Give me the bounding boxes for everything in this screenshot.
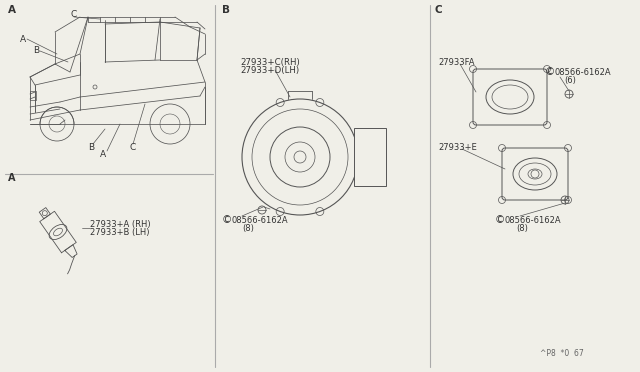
Text: (8): (8) xyxy=(516,224,528,232)
Text: B: B xyxy=(33,45,39,55)
Text: A: A xyxy=(100,150,106,158)
Text: 08566-6162A: 08566-6162A xyxy=(232,215,289,224)
Text: 27933FA: 27933FA xyxy=(438,58,474,67)
Text: ^P8  *0  67: ^P8 *0 67 xyxy=(540,350,584,359)
Text: A: A xyxy=(8,5,16,15)
Text: A: A xyxy=(20,35,26,44)
Text: B: B xyxy=(88,142,94,151)
Text: ©: © xyxy=(222,215,232,225)
Text: (8): (8) xyxy=(242,224,254,232)
Text: 08566-6162A: 08566-6162A xyxy=(555,67,612,77)
Text: 27933+C(RH): 27933+C(RH) xyxy=(240,58,300,67)
Text: ©: © xyxy=(495,215,505,225)
Text: 08566-6162A: 08566-6162A xyxy=(505,215,562,224)
Text: C: C xyxy=(435,5,443,15)
Text: B: B xyxy=(222,5,230,15)
Text: 27933+A (RH): 27933+A (RH) xyxy=(90,219,150,228)
Text: 27933+B (LH): 27933+B (LH) xyxy=(90,228,150,237)
Text: (6): (6) xyxy=(564,76,576,84)
FancyBboxPatch shape xyxy=(354,128,386,186)
Text: A: A xyxy=(8,173,15,183)
Text: ©: © xyxy=(545,67,556,77)
Text: 27933+D(LH): 27933+D(LH) xyxy=(240,65,299,74)
Text: 27933+E: 27933+E xyxy=(438,142,477,151)
Text: C: C xyxy=(130,142,136,151)
Text: C: C xyxy=(70,10,76,19)
